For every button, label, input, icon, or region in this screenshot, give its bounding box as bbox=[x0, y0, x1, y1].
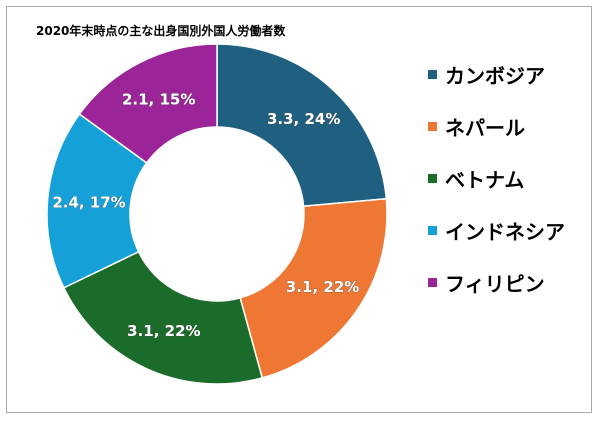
data-label: 3.1, 22% bbox=[127, 322, 200, 340]
legend-label: フィリピン bbox=[445, 272, 545, 296]
legend-label: ベトナム bbox=[445, 168, 525, 192]
donut-slice bbox=[239, 197, 388, 379]
donut-slice bbox=[78, 43, 218, 164]
chart-title: 2020年末時点の主な出身国別外国人労働者数 bbox=[36, 24, 286, 38]
data-label: 3.1, 22% bbox=[286, 278, 359, 296]
legend-label: ネパール bbox=[445, 116, 525, 140]
donut-slice bbox=[62, 250, 264, 385]
legend-swatch bbox=[428, 122, 437, 131]
data-label: 3.3, 24% bbox=[267, 110, 340, 128]
legend-swatch bbox=[428, 226, 437, 235]
legend-swatch bbox=[428, 278, 437, 287]
data-label: 2.1, 15% bbox=[122, 91, 195, 109]
legend-swatch bbox=[428, 70, 437, 79]
legend-label: インドネシア bbox=[445, 220, 565, 244]
legend-label: カンボジア bbox=[445, 64, 545, 88]
data-label: 2.4, 17% bbox=[52, 193, 125, 211]
donut-slice bbox=[216, 43, 388, 208]
legend-swatch bbox=[428, 174, 437, 183]
